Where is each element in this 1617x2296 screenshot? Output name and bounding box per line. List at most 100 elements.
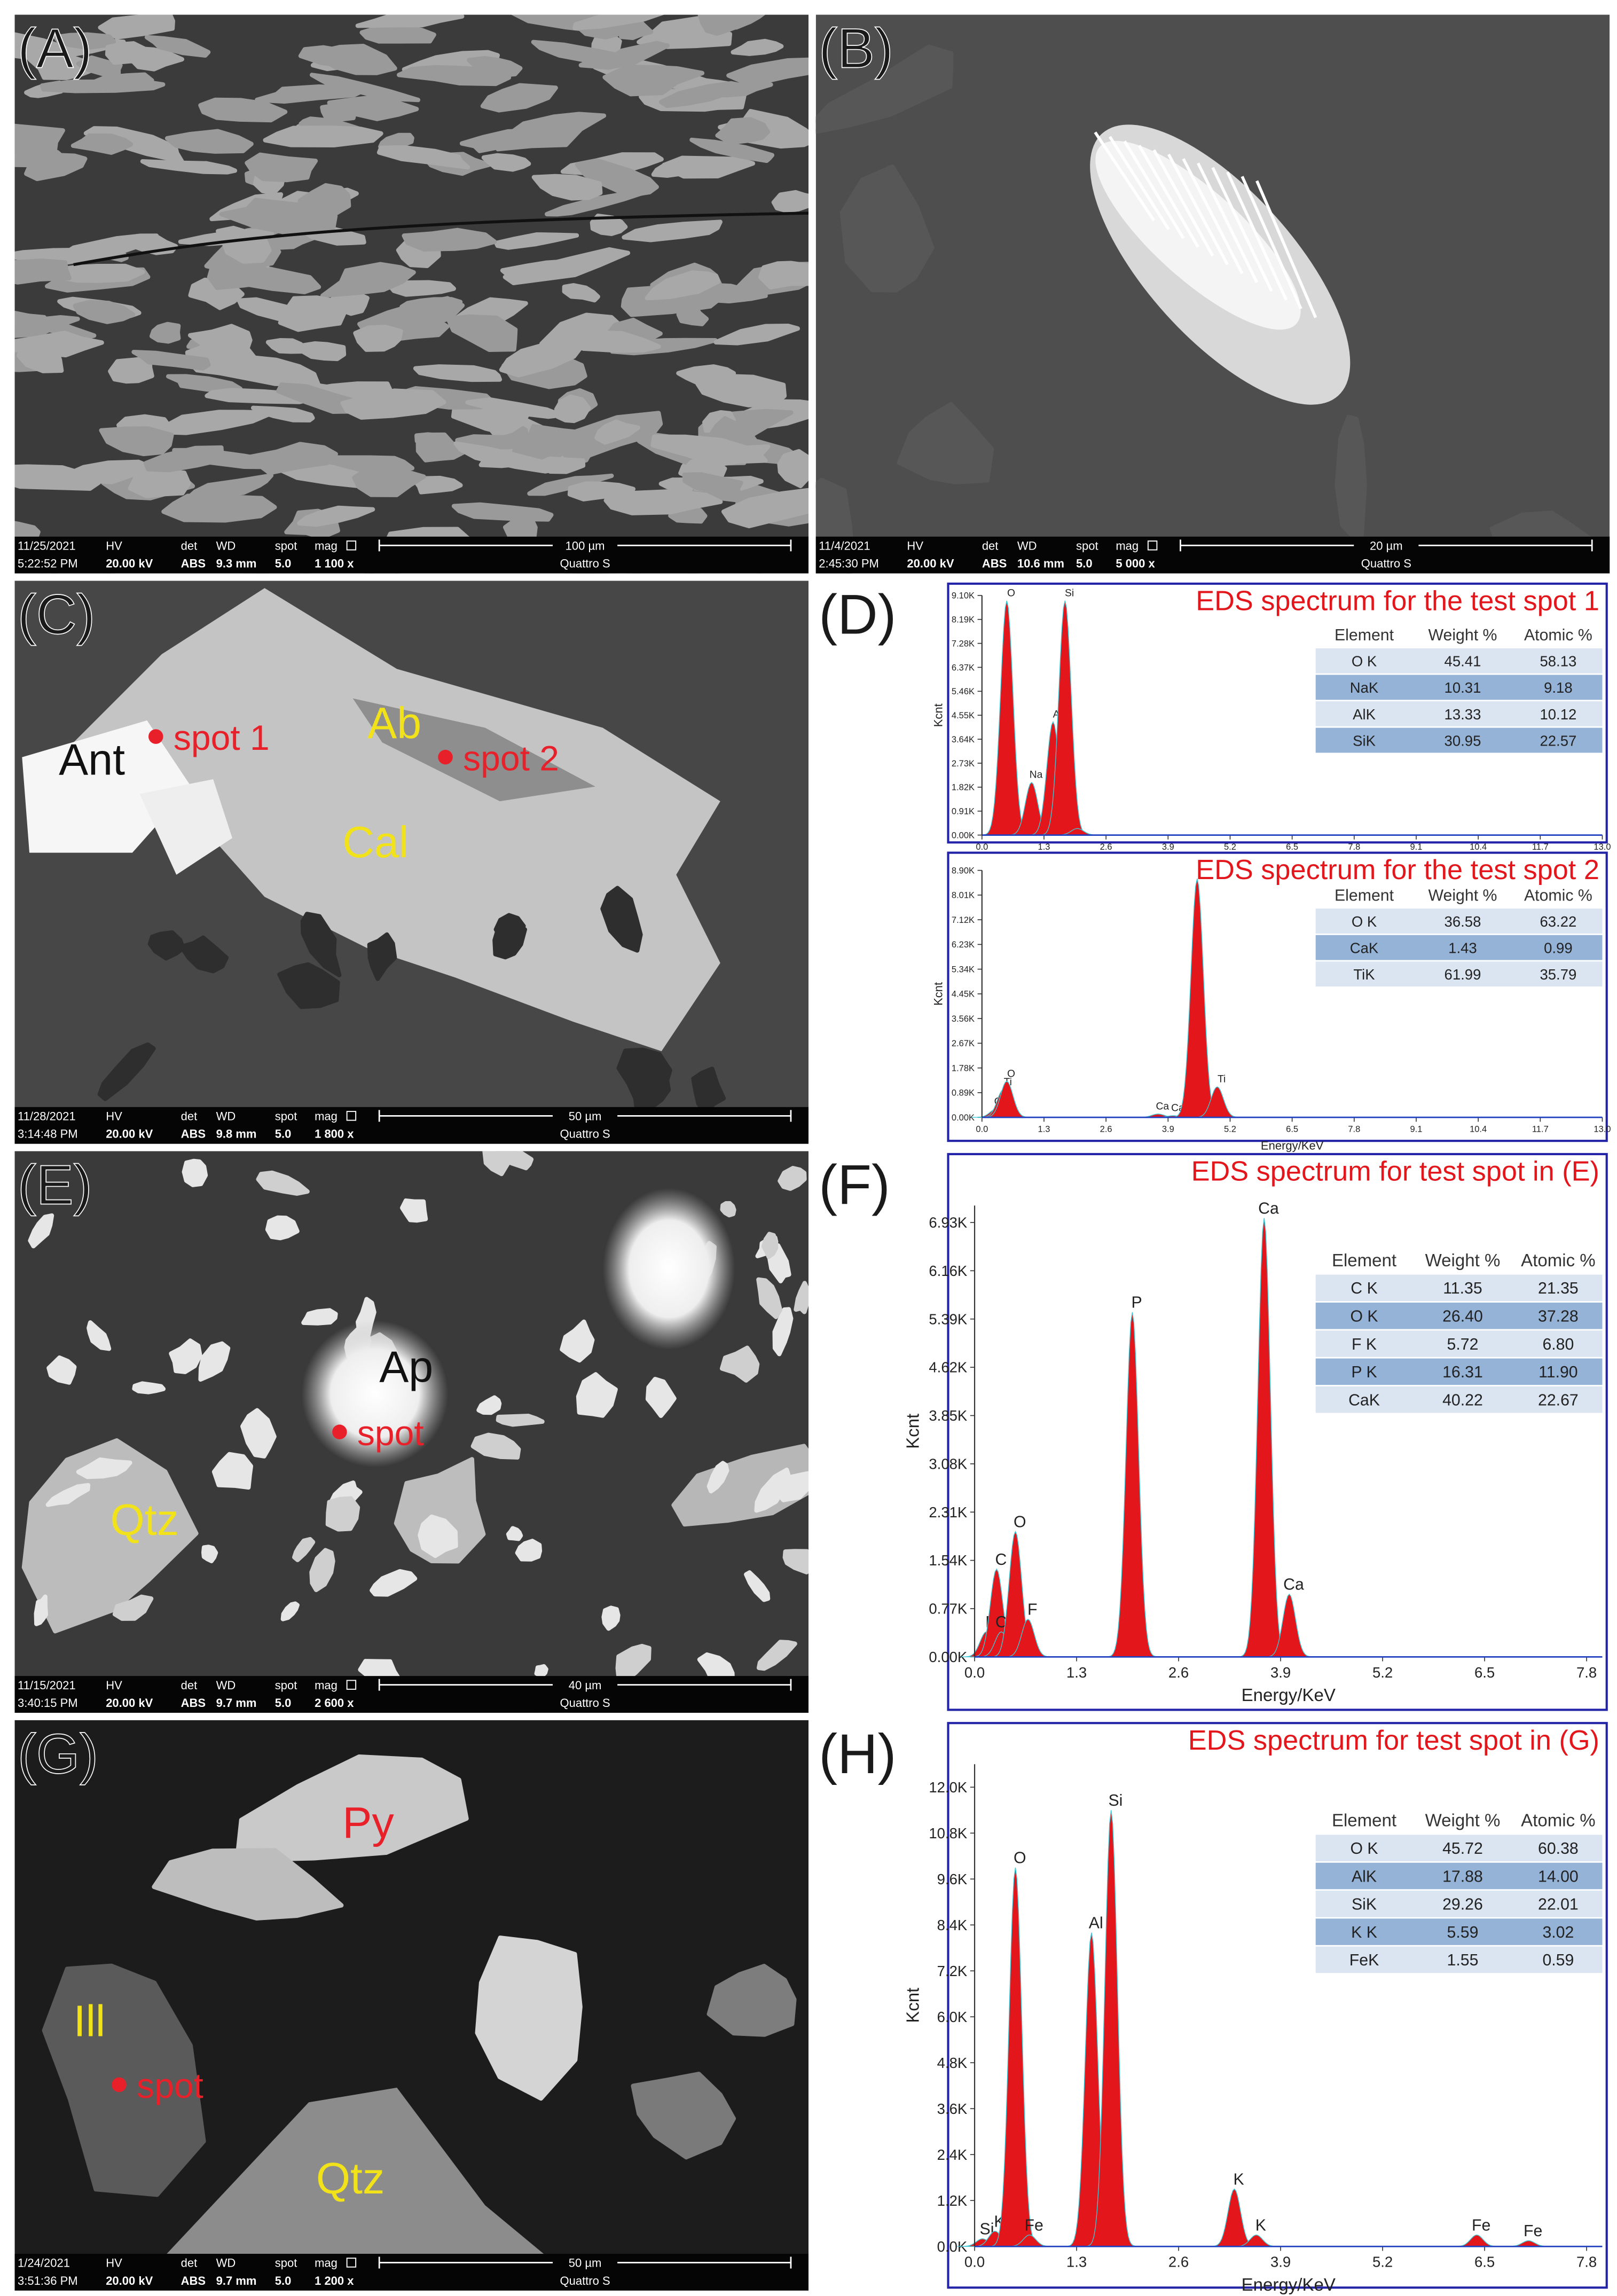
- x-tick-label: 13.0: [1594, 842, 1611, 852]
- table-cell: 22.01: [1538, 1896, 1579, 1914]
- grain: [756, 1640, 797, 1671]
- image-content: [14, 581, 809, 1144]
- eds-spectrum: 0.00K 0.91K 1.82K 2.73K 3.64K 4.55K 5.46K 6.37K…: [819, 582, 1611, 852]
- grain: [14, 331, 104, 358]
- eds-spectrum: 0.00K 0.89K 1.78K 2.67K 3.56K 4.45K 5.34K 6.23K…: [931, 851, 1611, 1153]
- info-text: 1 100 x: [315, 557, 354, 570]
- grain: [616, 1047, 672, 1103]
- info-text: spot: [275, 2256, 297, 2270]
- x-tick-label: 6.5: [1474, 2254, 1495, 2270]
- x-tick-label: 6.5: [1286, 842, 1298, 852]
- grain: [87, 1320, 112, 1351]
- grain: [631, 2072, 736, 2160]
- grain: [453, 441, 558, 474]
- info-bar: [14, 536, 809, 574]
- annotation: Qtz: [110, 1495, 178, 1545]
- panel-label: (G): [18, 1723, 98, 1785]
- info-text: 5 000 x: [1116, 557, 1155, 570]
- grain: [325, 1496, 360, 1532]
- annotation: Qtz: [316, 2154, 384, 2203]
- grain: [14, 258, 72, 285]
- grain: [340, 388, 446, 420]
- y-tick-label: 0.00K: [952, 1113, 975, 1123]
- info-text: 20.00 kV: [106, 1127, 153, 1141]
- x-tick-label: 1.3: [1038, 1125, 1050, 1134]
- table-cell: 13.33: [1445, 706, 1481, 723]
- grain: [467, 56, 523, 78]
- grain: [563, 330, 661, 353]
- grain: [301, 1308, 338, 1326]
- info-text: 2 600 x: [315, 1696, 354, 1710]
- peak-label: Fe: [1025, 2216, 1043, 2234]
- table-cell: 1.43: [1448, 939, 1477, 956]
- grain: [465, 397, 564, 419]
- table-row: [1315, 935, 1603, 960]
- table-cell: 45.72: [1442, 1840, 1483, 1858]
- grain: [503, 247, 631, 285]
- y-tick-label: 1.54K: [929, 1552, 968, 1569]
- grain: [744, 1570, 771, 1602]
- info-text: det: [181, 539, 198, 553]
- grain: [182, 1158, 208, 1187]
- grain: [572, 14, 681, 30]
- grain: [715, 117, 771, 145]
- peak: [1086, 1810, 1136, 2247]
- table-cell: 45.41: [1445, 653, 1481, 670]
- info-text: spot: [275, 1110, 297, 1123]
- info-text: WD: [1017, 539, 1037, 553]
- grain: [562, 283, 600, 303]
- annotation: Ap: [379, 1343, 433, 1392]
- table-cell: 22.57: [1540, 732, 1576, 749]
- calcite: [73, 588, 720, 1052]
- grain: [164, 129, 254, 154]
- crystal-fiber: [1211, 167, 1273, 292]
- grain: [40, 79, 166, 93]
- y-tick-label: 8.01K: [952, 891, 975, 900]
- info-text: HV: [907, 539, 923, 553]
- grain: [45, 1483, 91, 1507]
- quartz: [132, 2087, 588, 2291]
- table-cell: 36.58: [1445, 913, 1481, 930]
- grain: [682, 472, 743, 499]
- info-text: 11/4/2021: [819, 539, 870, 553]
- y-tick-label: 7.2K: [937, 1963, 968, 1979]
- grain: [132, 1381, 166, 1394]
- grain: [689, 137, 775, 163]
- grain: [353, 325, 403, 352]
- crystal-fiber: [1197, 162, 1259, 283]
- grain: [256, 1170, 310, 1196]
- grain: [198, 97, 288, 123]
- annotation: Ant: [59, 735, 125, 785]
- quartz: [671, 1444, 809, 1527]
- grain: [1335, 414, 1367, 540]
- info-text: HV: [106, 1679, 122, 1692]
- x-tick-label: 11.7: [1532, 1125, 1549, 1134]
- y-tick-label: 6.23K: [952, 940, 975, 950]
- spectrum-title: EDS spectrum for the test spot 2: [1196, 855, 1599, 886]
- grain: [576, 1372, 618, 1418]
- info-text: 1 800 x: [315, 1127, 354, 1141]
- grain: [277, 962, 340, 1009]
- table-cell: 21.35: [1538, 1280, 1579, 1297]
- grain: [603, 489, 723, 515]
- crystal-fiber: [1123, 140, 1185, 239]
- grain: [446, 314, 518, 352]
- grain: [713, 323, 800, 346]
- x-tick-label: 3.9: [1270, 1664, 1291, 1681]
- sem-image: 11/25/2021 5:22:52 PM HV det WD spot mag 20.00 …: [14, 14, 809, 574]
- x-tick-label: 6.5: [1286, 1125, 1298, 1134]
- info-text: 5:22:52 PM: [18, 557, 78, 570]
- grain: [754, 1467, 791, 1513]
- table-cell: 37.28: [1538, 1308, 1579, 1326]
- annotation: Ab: [367, 699, 421, 748]
- table-header: Atomic %: [1521, 1250, 1595, 1270]
- grain: [300, 912, 342, 977]
- peak-label: O: [1014, 1850, 1026, 1867]
- grain: [255, 84, 368, 104]
- grain: [211, 1452, 254, 1490]
- grain: [70, 133, 134, 155]
- grain: [53, 32, 116, 50]
- grain: [492, 915, 528, 960]
- table-cell: K K: [1351, 1924, 1377, 1941]
- y-tick-label: 8.4K: [937, 1917, 968, 1933]
